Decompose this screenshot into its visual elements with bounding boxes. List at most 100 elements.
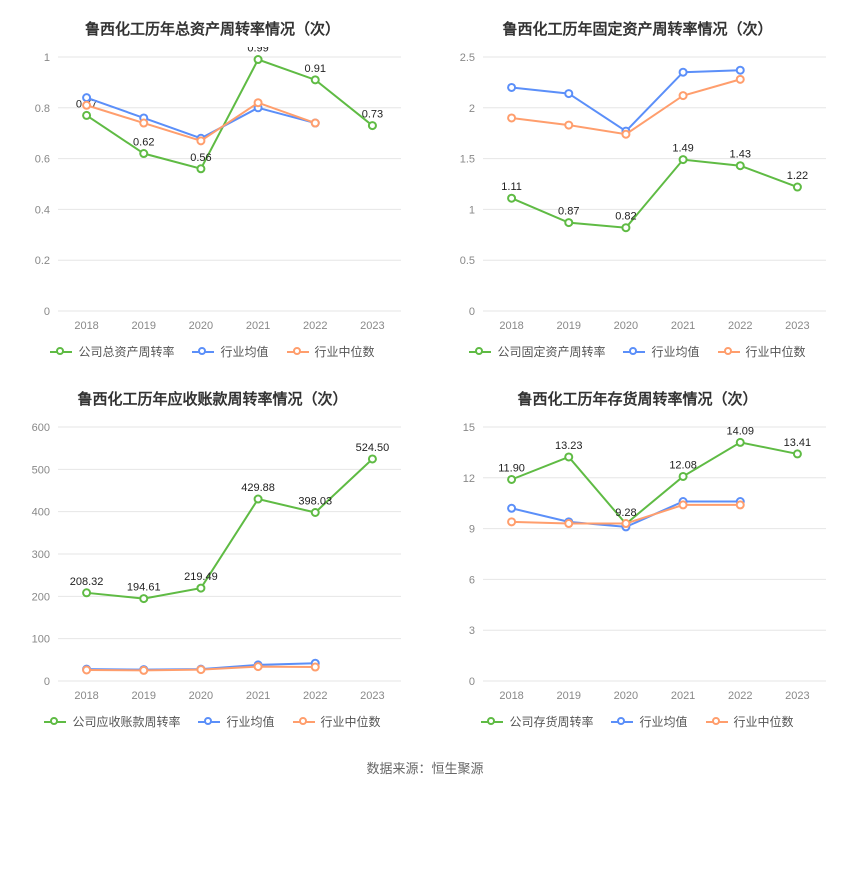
legend-label: 公司固定资产周转率 (497, 343, 605, 360)
legend-label: 行业均值 (220, 343, 268, 360)
svg-text:0: 0 (469, 676, 475, 688)
data-label: 1.11 (501, 181, 522, 193)
svg-text:200: 200 (32, 591, 50, 603)
svg-text:15: 15 (463, 422, 475, 434)
legend-item-company: 公司应收账款周转率 (44, 713, 180, 730)
svg-text:0.5: 0.5 (460, 255, 475, 267)
data-label: 1.22 (787, 170, 808, 182)
series-marker-company (140, 595, 147, 602)
svg-text:2019: 2019 (132, 690, 156, 702)
series-marker-company (255, 56, 262, 63)
data-label: 13.41 (784, 437, 812, 449)
series-marker-industry_median (140, 120, 147, 127)
chart-svg: 00.20.40.60.812018201920202021202220230.… (10, 47, 415, 337)
data-label: 12.08 (669, 459, 697, 471)
data-label: 0.56 (190, 152, 211, 164)
legend-item-company: 公司存货周转率 (481, 713, 593, 730)
svg-text:0.4: 0.4 (35, 204, 50, 216)
series-marker-industry_median (622, 520, 629, 527)
chart-svg: 00.511.522.52018201920202021202220231.11… (435, 47, 840, 337)
series-marker-company (312, 509, 319, 516)
data-label: 398.03 (298, 496, 332, 508)
svg-text:2023: 2023 (785, 690, 809, 702)
svg-text:1: 1 (44, 52, 50, 64)
svg-text:0.6: 0.6 (35, 154, 50, 166)
data-label: 13.23 (555, 440, 583, 452)
legend-item-industry_avg: 行业均值 (198, 713, 274, 730)
chart-grid: 鲁西化工历年总资产周转率情况（次）00.20.40.60.81201820192… (0, 0, 850, 740)
chart-panel-total_asset_turnover: 鲁西化工历年总资产周转率情况（次）00.20.40.60.81201820192… (0, 0, 425, 370)
series-marker-industry_median (680, 501, 687, 508)
series-marker-industry_median (197, 137, 204, 144)
data-label: 11.90 (498, 462, 525, 474)
series-marker-company (565, 453, 572, 460)
svg-text:6: 6 (469, 574, 475, 586)
series-marker-industry_median (312, 664, 319, 671)
chart-legend: 公司固定资产周转率行业均值行业中位数 (435, 343, 840, 360)
series-marker-company (508, 476, 515, 483)
data-label: 1.43 (730, 149, 751, 161)
series-marker-industry_median (197, 666, 204, 673)
legend-label: 行业均值 (651, 343, 699, 360)
legend-label: 行业中位数 (315, 343, 375, 360)
svg-text:2018: 2018 (499, 320, 523, 332)
data-label: 0.73 (362, 109, 383, 121)
svg-text:2023: 2023 (360, 690, 384, 702)
series-marker-company (255, 496, 262, 503)
series-marker-industry_avg (565, 90, 572, 97)
data-label: 14.09 (726, 425, 754, 437)
series-line-company (87, 60, 373, 169)
series-marker-company (622, 224, 629, 231)
series-marker-industry_median (565, 122, 572, 129)
chart-title: 鲁西化工历年应收账款周转率情况（次） (10, 388, 415, 409)
data-label: 0.99 (247, 47, 268, 55)
legend-item-industry_median: 行业中位数 (706, 713, 794, 730)
svg-text:2022: 2022 (728, 690, 752, 702)
data-label: 1.49 (672, 143, 693, 155)
legend-item-industry_avg: 行业均值 (623, 343, 699, 360)
svg-text:2018: 2018 (499, 690, 523, 702)
svg-text:1.5: 1.5 (460, 154, 475, 166)
series-marker-company (83, 112, 90, 119)
series-marker-industry_median (508, 114, 515, 121)
series-marker-company (680, 156, 687, 163)
svg-text:2023: 2023 (360, 320, 384, 332)
dashboard-container: 鲁西化工历年总资产周转率情况（次）00.20.40.60.81201820192… (0, 0, 850, 797)
svg-text:400: 400 (32, 507, 50, 519)
svg-text:500: 500 (32, 464, 50, 476)
legend-swatch-icon (718, 347, 740, 357)
data-label: 0.82 (615, 211, 636, 223)
legend-label: 公司总资产周转率 (78, 343, 174, 360)
svg-text:2021: 2021 (671, 320, 695, 332)
legend-label: 行业均值 (226, 713, 274, 730)
data-label: 9.28 (615, 507, 636, 519)
legend-label: 行业中位数 (321, 713, 381, 730)
svg-text:0: 0 (44, 676, 50, 688)
svg-text:2019: 2019 (557, 320, 581, 332)
svg-text:2022: 2022 (728, 320, 752, 332)
legend-item-industry_median: 行业中位数 (287, 343, 375, 360)
series-marker-company (737, 162, 744, 169)
svg-text:2019: 2019 (132, 320, 156, 332)
legend-item-industry_median: 行业中位数 (293, 713, 381, 730)
series-marker-company (508, 195, 515, 202)
svg-text:300: 300 (32, 549, 50, 561)
svg-text:2020: 2020 (614, 320, 638, 332)
legend-swatch-icon (469, 347, 491, 357)
chart-svg: 0369121520182019202020212022202311.9013.… (435, 417, 840, 707)
chart-legend: 公司总资产周转率 行业均值 行业中位数 (10, 343, 415, 360)
series-marker-industry_median (312, 120, 319, 127)
svg-text:2018: 2018 (74, 320, 98, 332)
legend-label: 公司应收账款周转率 (72, 713, 180, 730)
series-marker-industry_median (565, 520, 572, 527)
svg-text:600: 600 (32, 422, 50, 434)
svg-text:12: 12 (463, 473, 475, 485)
series-marker-company (312, 76, 319, 83)
legend-item-industry_avg: 行业均值 (192, 343, 268, 360)
svg-text:9: 9 (469, 524, 475, 536)
svg-text:1: 1 (469, 204, 475, 216)
series-marker-company (369, 455, 376, 462)
legend-swatch-icon (481, 717, 503, 727)
data-source-label: 数据来源：恒生聚源 (0, 758, 850, 777)
series-marker-company (197, 585, 204, 592)
